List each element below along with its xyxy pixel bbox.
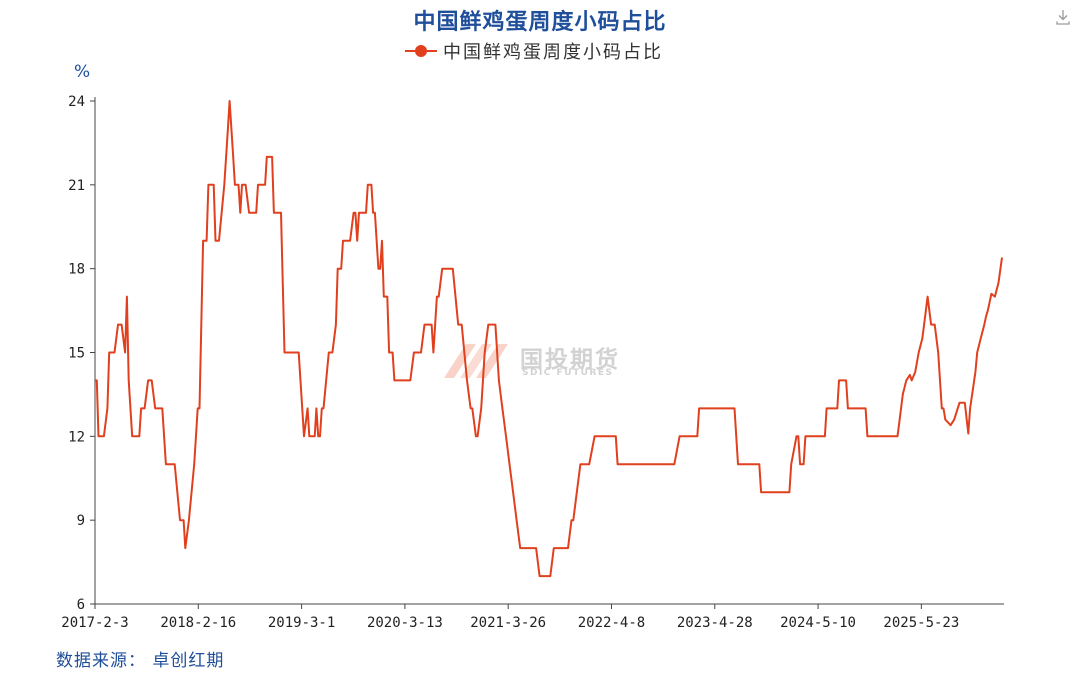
x-tick-label: 2018-2-16 bbox=[160, 615, 236, 631]
y-tick-label: 9 bbox=[77, 513, 85, 529]
x-tick-label: 2017-2-3 bbox=[61, 615, 128, 631]
x-tick-label: 2023-4-28 bbox=[677, 615, 753, 631]
legend-marker-icon bbox=[405, 44, 437, 58]
y-axis-ticks: 6 9 12 15 18 21 24 bbox=[68, 94, 95, 613]
y-axis-unit: % bbox=[74, 62, 91, 82]
series-layer bbox=[95, 100, 1003, 578]
y-tick-label: 15 bbox=[68, 346, 85, 362]
x-axis-ticks: 2017-2-3 2018-2-16 2019-3-1 2020-3-13 2021-3… bbox=[61, 604, 959, 631]
x-tick-label: 2024-5-10 bbox=[780, 615, 856, 631]
chart-title: 中国鲜鸡蛋周度小码占比 bbox=[413, 10, 667, 35]
x-tick-label: 2025-5-23 bbox=[883, 615, 959, 631]
y-tick-label: 12 bbox=[68, 429, 85, 445]
y-tick-label: 6 bbox=[77, 597, 85, 613]
y-tick-label: 18 bbox=[68, 262, 85, 278]
y-tick-label: 24 bbox=[68, 94, 85, 110]
watermark-subtitle: SDIC FUTURES bbox=[522, 368, 614, 378]
x-tick-label: 2019-3-1 bbox=[268, 615, 335, 631]
x-tick-label: 2021-3-26 bbox=[470, 615, 546, 631]
watermark-name: 国投期货 bbox=[520, 347, 620, 373]
download-icon[interactable] bbox=[1054, 8, 1072, 26]
axes bbox=[94, 97, 1004, 605]
x-tick-label: 2020-3-13 bbox=[367, 615, 443, 631]
data-source: 数据来源： 卓创红期 bbox=[56, 651, 225, 671]
x-tick-label: 2022-4-8 bbox=[578, 615, 645, 631]
legend[interactable]: 中国鲜鸡蛋周度小码占比 bbox=[405, 38, 663, 64]
legend-label: 中国鲜鸡蛋周度小码占比 bbox=[443, 42, 663, 63]
y-tick-label: 21 bbox=[68, 178, 85, 194]
series-line bbox=[95, 100, 1003, 578]
